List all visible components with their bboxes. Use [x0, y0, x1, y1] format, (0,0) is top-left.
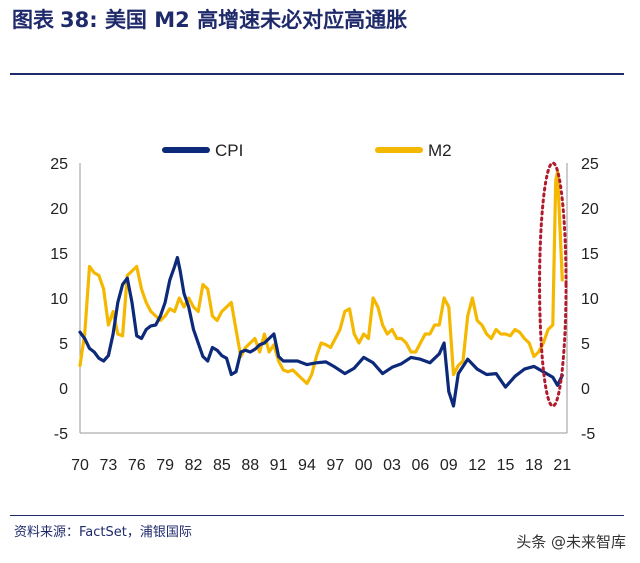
x-tick-label: 06	[412, 457, 430, 474]
figure-title: 图表 38: 美国 M2 高增速未必对应高通胀	[12, 4, 407, 34]
x-tick-label: 85	[213, 457, 231, 474]
x-tick-label: 79	[156, 457, 174, 474]
y-right-tick-label: 0	[581, 381, 590, 398]
y-left-tick-label: 20	[50, 201, 68, 218]
x-tick-label: 91	[270, 457, 288, 474]
chart-legend: CPI M2	[162, 141, 452, 160]
x-tick-label: 94	[298, 457, 316, 474]
x-tick-label: 76	[128, 457, 146, 474]
y-right-tick-label: 5	[581, 336, 590, 353]
y-right-tick-label: 10	[581, 291, 599, 308]
y-left-tick-label: 5	[59, 336, 68, 353]
x-tick-label: 73	[99, 457, 117, 474]
y-left-tick-label: 10	[50, 291, 68, 308]
figure-label: 图表	[12, 8, 54, 32]
x-tick-label: 21	[553, 457, 571, 474]
title-rule	[10, 73, 624, 75]
y-right-tick-label: -5	[581, 426, 595, 443]
series-line-cpi	[78, 255, 564, 408]
x-tick-label: 18	[525, 457, 543, 474]
series-line-m2	[78, 170, 564, 386]
watermark: 头条 @未来智库	[516, 533, 626, 551]
y-right-tick-label: 15	[581, 246, 599, 263]
x-tick-label: 09	[440, 457, 458, 474]
y-right-tick-label: 20	[581, 201, 599, 218]
figure-number: 38:	[60, 8, 98, 32]
y-left-tick-label: 0	[59, 381, 68, 398]
legend-label-cpi: CPI	[215, 141, 243, 160]
footer-rule	[10, 515, 624, 516]
y-left-tick-label: -5	[54, 426, 68, 443]
y-left-tick-label: 15	[50, 246, 68, 263]
source-note: 资料来源：FactSet，浦银国际	[14, 525, 192, 540]
x-tick-label: 03	[383, 457, 401, 474]
chart-axes	[79, 163, 568, 434]
y-right-tick-label: 25	[581, 156, 599, 173]
chart-highlight	[538, 161, 568, 408]
x-tick-label: 12	[468, 457, 486, 474]
x-tick-label: 82	[185, 457, 203, 474]
legend-label-m2: M2	[428, 141, 452, 160]
x-tick-label: 88	[241, 457, 259, 474]
x-tick-label: 70	[71, 457, 89, 474]
highlight-ellipse	[538, 161, 568, 408]
x-tick-label: 97	[326, 457, 344, 474]
x-tick-label: 15	[497, 457, 515, 474]
figure-title-text: 美国 M2 高增速未必对应高通胀	[104, 8, 408, 32]
chart-series	[78, 170, 564, 408]
x-tick-label: 00	[355, 457, 373, 474]
y-left-tick-label: 25	[50, 156, 68, 173]
